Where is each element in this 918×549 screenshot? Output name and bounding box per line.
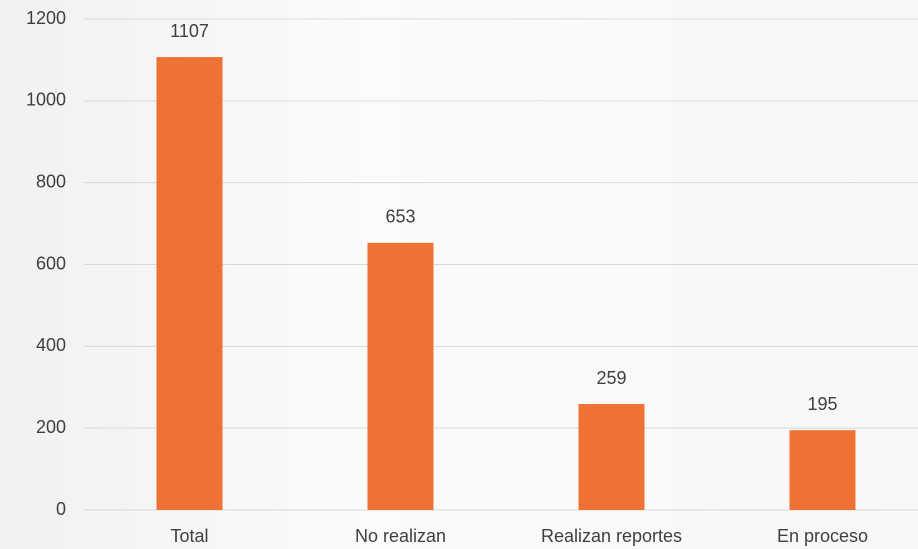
value-label: 259 bbox=[596, 368, 626, 388]
bar bbox=[789, 430, 856, 510]
y-tick-label: 1200 bbox=[26, 8, 66, 28]
x-tick-label: No realizan bbox=[355, 526, 446, 546]
y-tick-label: 1000 bbox=[26, 90, 66, 110]
value-label: 653 bbox=[385, 207, 415, 227]
x-tick-label: Total bbox=[170, 526, 208, 546]
y-tick-label: 400 bbox=[36, 335, 66, 355]
y-tick-label: 0 bbox=[56, 499, 66, 519]
y-tick-label: 800 bbox=[36, 171, 66, 191]
bar bbox=[156, 57, 223, 511]
x-tick-label: Realizan reportes bbox=[541, 526, 682, 546]
value-label: 195 bbox=[807, 394, 837, 414]
value-label: 1107 bbox=[170, 21, 209, 41]
bar bbox=[367, 242, 434, 511]
bar bbox=[578, 404, 645, 510]
y-tick-label: 200 bbox=[36, 417, 66, 437]
x-tick-label: En proceso bbox=[777, 526, 868, 546]
y-tick-label: 600 bbox=[36, 253, 66, 273]
